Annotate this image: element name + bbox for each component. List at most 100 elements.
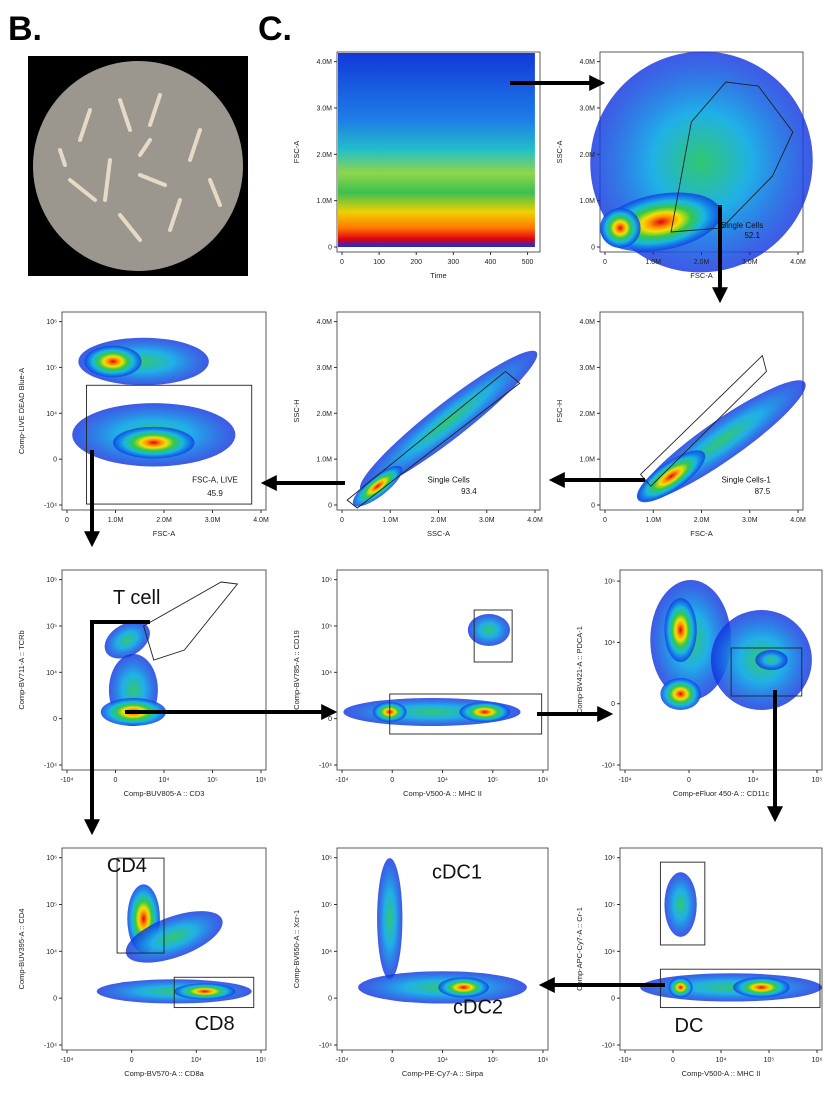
x-axis-label: FSC-A: [690, 271, 713, 280]
x-tick-label: 2.0M: [431, 517, 447, 524]
density-blob: [459, 702, 510, 722]
y-tick-label: 0: [53, 716, 57, 723]
x-tick-label: 0: [390, 777, 394, 784]
x-tick-label: 0: [340, 259, 344, 266]
y-tick-label: -10⁴: [319, 1043, 332, 1050]
y-tick-label: 0: [53, 996, 57, 1003]
panel-label: C.: [258, 10, 292, 48]
x-tick-label: 10⁵: [487, 1057, 498, 1064]
y-axis-label: Comp-BV785-A :: CD19: [292, 630, 301, 710]
x-tick-label: 100: [373, 259, 385, 266]
x-tick-label: 10⁵: [812, 777, 823, 784]
y-tick-label: 10⁵: [46, 365, 57, 372]
y-tick-label: 4.0M: [316, 319, 332, 326]
y-axis-label: Comp-BV711-A :: TCRb: [17, 630, 26, 709]
y-tick-label: 10⁴: [46, 949, 57, 956]
y-tick-label: 10⁶: [46, 855, 57, 862]
density-blob: [664, 872, 696, 937]
y-axis-label: Comp-BV421-A :: PDCA-1: [575, 626, 584, 714]
y-tick-label: 10⁴: [604, 949, 615, 956]
y-axis-label: FSC-H: [555, 400, 564, 423]
x-tick-label: 0: [671, 1057, 675, 1064]
y-tick-label: 10⁴: [321, 949, 332, 956]
y-tick-label: 3.0M: [579, 365, 595, 372]
y-tick-label: 10⁶: [46, 577, 57, 584]
x-tick-label: -10⁴: [60, 777, 73, 784]
gate-label: FSC-A, LIVE: [192, 475, 238, 484]
y-tick-label: 10⁵: [46, 623, 57, 630]
y-tick-label: 1.0M: [579, 198, 595, 205]
x-tick-label: 3.0M: [479, 517, 495, 524]
y-axis-label: Comp-APC-Cy7-A :: Cr-1: [575, 907, 584, 991]
x-tick-label: 10⁴: [159, 777, 170, 784]
y-tick-label: 1.0M: [316, 457, 332, 464]
y-tick-label: 10⁴: [46, 411, 57, 418]
y-tick-label: 10⁴: [604, 640, 615, 647]
x-tick-label: 0: [603, 517, 607, 524]
y-axis-label: Comp-BUV395-A :: CD4: [17, 909, 26, 990]
y-tick-label: 10⁴: [46, 670, 57, 677]
x-tick-label: 3.0M: [742, 517, 758, 524]
y-tick-label: 3.0M: [316, 365, 332, 372]
x-tick-label: 0: [603, 259, 607, 266]
density-blob: [84, 346, 141, 378]
y-tick-label: 0: [328, 716, 332, 723]
x-tick-label: 4.0M: [790, 517, 806, 524]
x-tick-label: 10⁴: [191, 1057, 202, 1064]
density-blob: [733, 977, 790, 997]
y-tick-label: -10⁴: [44, 503, 57, 510]
x-axis-label: FSC-A: [690, 529, 713, 538]
x-tick-label: 0: [114, 777, 118, 784]
y-tick-label: 4.0M: [579, 59, 595, 66]
y-tick-label: 10⁶: [46, 319, 57, 326]
x-tick-label: 10⁶: [812, 1057, 823, 1064]
population-label: CD4: [107, 855, 147, 877]
density-blob: [668, 977, 692, 997]
y-tick-label: 2.0M: [316, 411, 332, 418]
y-tick-label: 10⁵: [46, 902, 57, 909]
y-tick-label: 3.0M: [579, 105, 595, 112]
y-axis-label: SSC-A: [555, 141, 564, 164]
x-tick-label: 2.0M: [694, 259, 710, 266]
x-axis-label: SSC-A: [427, 529, 450, 538]
y-tick-label: 0: [611, 996, 615, 1003]
density-band: [338, 53, 535, 247]
x-axis-label: Comp-PE-Cy7-A :: Sirpa: [402, 1069, 484, 1078]
x-tick-label: 0: [130, 1057, 134, 1064]
gate-label: Single Cells: [428, 475, 470, 484]
x-tick-label: 10⁶: [538, 1057, 549, 1064]
plot: -10⁴010⁴10⁵-10⁴010⁴10⁵Comp-eFluor 450-A …: [575, 570, 822, 798]
x-tick-label: 10⁴: [716, 1057, 727, 1064]
x-tick-label: 10⁶: [256, 777, 267, 784]
x-tick-label: 0: [687, 777, 691, 784]
gate-label: Single Cells-1: [721, 475, 771, 484]
y-tick-label: 10⁵: [604, 579, 615, 586]
density-blob: [664, 598, 696, 662]
micrograph: [28, 56, 248, 276]
y-tick-label: 0: [328, 245, 332, 252]
x-tick-label: -10⁴: [618, 777, 631, 784]
x-tick-label: -10⁴: [618, 1057, 631, 1064]
x-axis-label: Time: [430, 271, 446, 280]
y-tick-label: -10⁴: [44, 1043, 57, 1050]
plot: 01.0M2.0M3.0M4.0M01.0M2.0M3.0M4.0MFSC-AS…: [550, 11, 825, 313]
y-tick-label: 3.0M: [316, 105, 332, 112]
x-tick-label: 10⁵: [487, 777, 498, 784]
y-tick-label: 2.0M: [579, 152, 595, 159]
x-tick-label: 0: [340, 517, 344, 524]
y-tick-label: 1.0M: [316, 198, 332, 205]
y-axis-label: FSC-A: [292, 141, 301, 164]
density-blob: [438, 977, 489, 997]
y-tick-label: -10⁴: [44, 763, 57, 770]
density-blob: [600, 208, 641, 248]
density-blob: [660, 678, 700, 710]
y-tick-label: 10⁶: [604, 855, 615, 862]
y-tick-label: 4.0M: [316, 59, 332, 66]
population-label: DC: [675, 1015, 704, 1037]
density-blob: [174, 983, 235, 999]
